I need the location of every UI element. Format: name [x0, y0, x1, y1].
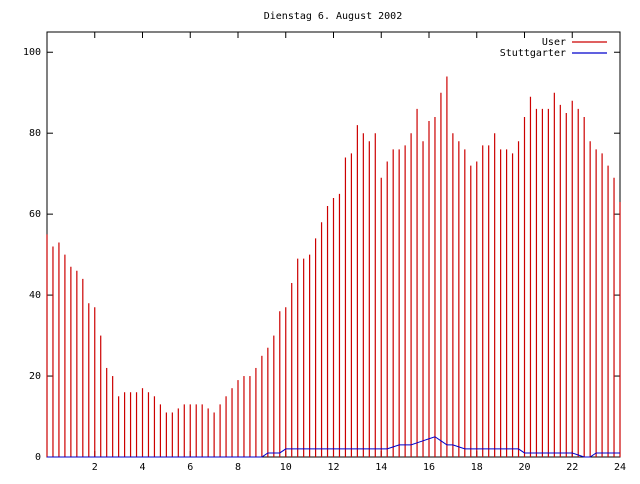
y-tick-label: 80 [29, 128, 41, 139]
y-tick-label: 40 [29, 290, 41, 301]
x-tick-label: 24 [614, 462, 626, 473]
chart-title: Dienstag 6. August 2002 [264, 11, 402, 22]
x-tick-label: 16 [423, 462, 435, 473]
x-tick-label: 22 [566, 462, 578, 473]
x-tick-label: 14 [375, 462, 387, 473]
series-line [47, 436, 620, 458]
legend-label: Stuttgarter [500, 48, 566, 59]
y-tick-label: 100 [23, 47, 41, 58]
x-tick-label: 20 [518, 462, 530, 473]
x-tick-label: 8 [235, 462, 241, 473]
x-tick-label: 4 [139, 462, 145, 473]
y-tick-label: 60 [29, 209, 41, 220]
x-tick-label: 10 [280, 462, 292, 473]
legend-label: User [542, 37, 566, 48]
x-tick-label: 6 [187, 462, 193, 473]
x-tick-label: 18 [471, 462, 483, 473]
x-tick-label: 2 [92, 462, 98, 473]
y-tick-label: 20 [29, 371, 41, 382]
x-tick-label: 12 [327, 462, 339, 473]
y-tick-label: 0 [35, 452, 41, 463]
